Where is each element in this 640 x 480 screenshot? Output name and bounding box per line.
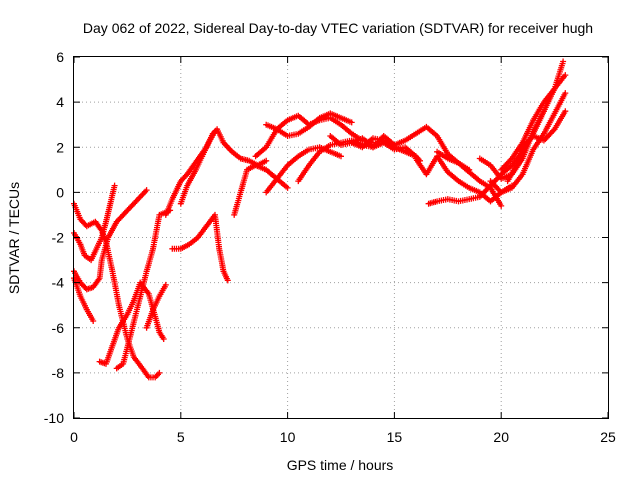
data-point-marker <box>562 108 569 115</box>
data-series-group <box>252 112 376 160</box>
data-point-marker <box>111 182 118 189</box>
data-point-marker <box>466 166 473 173</box>
y-tick-label: -10 <box>44 410 64 426</box>
data-point-marker <box>156 369 163 376</box>
data-point-marker <box>284 184 291 191</box>
data-point-marker <box>160 336 167 342</box>
data-point-marker <box>498 202 505 209</box>
data-series-group <box>71 200 163 381</box>
plot-frame <box>73 56 609 419</box>
data-series-group <box>434 148 473 173</box>
axis-ticks: 0 5 10 15 20 25 -10 -8 -6 -4 -2 0 2 4 6 <box>44 49 616 445</box>
y-tick-label: -2 <box>52 230 65 246</box>
grid-lines <box>74 57 608 418</box>
x-tick-label: 10 <box>280 429 296 445</box>
x-tick-label: 25 <box>600 429 616 445</box>
x-tick-label: 15 <box>387 429 403 445</box>
data-point-marker <box>560 58 567 65</box>
y-tick-label: -8 <box>52 365 65 381</box>
x-tick-label: 20 <box>493 429 509 445</box>
y-tick-label: 2 <box>56 139 64 155</box>
data-series-group <box>263 144 344 196</box>
data-series-group <box>263 110 355 139</box>
data-point-marker <box>224 277 231 284</box>
data-point-marker <box>143 187 150 194</box>
x-tick-label: 5 <box>177 429 185 445</box>
x-tick-label: 0 <box>70 429 78 445</box>
y-tick-label: -6 <box>52 320 65 336</box>
data-series-group <box>412 153 515 205</box>
x-axis-label: GPS time / hours <box>287 457 394 473</box>
data-series <box>71 58 569 381</box>
data-series-group <box>113 207 174 372</box>
data-point-marker <box>348 119 355 126</box>
data-series-group <box>177 128 218 207</box>
chart-title: Day 062 of 2022, Sidereal Day-to-day VTE… <box>83 20 593 36</box>
data-point-marker <box>263 157 270 164</box>
y-tick-label: 4 <box>56 94 64 110</box>
y-axis-label: SDTVAR / TECUs <box>6 182 22 294</box>
y-tick-label: 6 <box>56 49 64 65</box>
data-series-group <box>504 108 569 185</box>
data-point-marker <box>338 153 344 160</box>
data-series-group <box>96 279 167 367</box>
y-tick-label: 0 <box>56 184 64 200</box>
data-series-group <box>143 281 169 331</box>
data-point-marker <box>90 318 97 324</box>
data-point-marker <box>562 90 569 97</box>
data-point-marker <box>212 128 218 135</box>
data-point-marker <box>562 72 569 79</box>
data-point-marker <box>162 281 169 288</box>
data-series-group <box>71 187 150 293</box>
y-tick-label: -4 <box>52 275 65 291</box>
data-series-group <box>71 182 118 264</box>
data-series-group <box>169 211 231 284</box>
